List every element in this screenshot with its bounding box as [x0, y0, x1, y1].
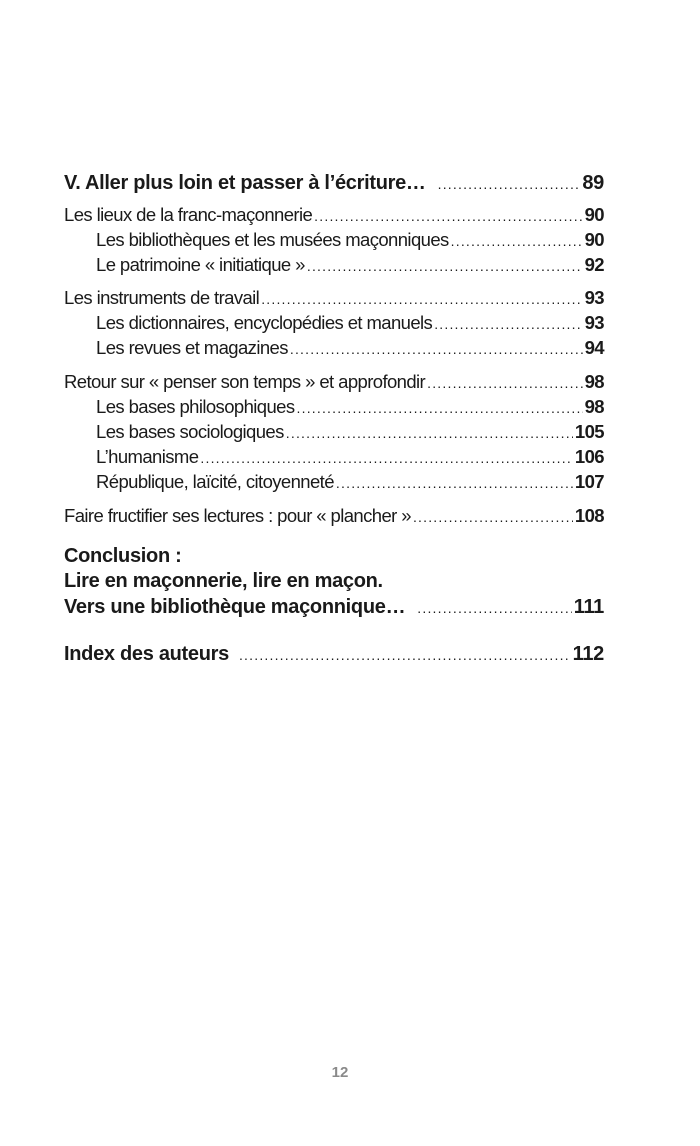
toc-label: République, laïcité, citoyenneté	[96, 471, 335, 492]
leader-dots	[261, 287, 582, 311]
leader-dots	[200, 446, 573, 470]
toc-label: Les bibliothèques et les musées maçonniq…	[96, 229, 449, 250]
toc-conclusion: Vers une bibliothèque maçonnique… 111	[64, 595, 604, 619]
toc-page: 94	[584, 337, 605, 358]
toc-label: Le patrimoine « initiatique »	[96, 254, 305, 275]
leader-dots	[434, 312, 582, 336]
toc-label: Index des auteurs	[64, 643, 229, 665]
toc-subsection: Le patrimoine « initiatique » 92	[96, 253, 605, 278]
toc-section: Faire fructifier ses lectures : pour « p…	[64, 504, 605, 529]
leader-dots	[336, 471, 573, 495]
toc-subsection: Les dictionnaires, encyclopédies et manu…	[96, 311, 605, 336]
conclusion-subtitle: Lire en maçonnerie, lire en maçon.	[64, 570, 383, 592]
toc-subsection: Les bibliothèques et les musées maçonniq…	[96, 228, 605, 253]
leader-dots	[413, 505, 573, 529]
leader-dots	[438, 172, 581, 196]
toc-index: Index des auteurs 112	[64, 642, 604, 666]
toc-subsection: L’humanisme 106	[96, 445, 605, 470]
leader-dots	[451, 229, 583, 253]
toc-section: Les instruments de travail 93	[64, 286, 605, 311]
toc-section: Les lieux de la franc-maçonnerie 90	[64, 203, 605, 228]
toc-page: 111	[573, 596, 605, 618]
toc-label: V. Aller plus loin et passer à l’écritur…	[64, 172, 426, 194]
toc-label: Les dictionnaires, encyclopédies et manu…	[96, 312, 433, 333]
leader-dots	[417, 596, 571, 620]
leader-dots	[239, 643, 571, 667]
toc-page: 92	[584, 254, 605, 275]
toc-page: 105	[574, 421, 605, 442]
toc-page: 98	[584, 396, 605, 417]
leader-dots	[297, 396, 583, 420]
toc-subsection: Les revues et magazines 94	[96, 336, 605, 361]
toc-subsection: Les bases sociologiques 105	[96, 420, 605, 445]
leader-dots	[286, 421, 573, 445]
toc-page: 90	[584, 204, 605, 225]
toc-page: 106	[574, 446, 605, 467]
toc-label: Les lieux de la franc-maçonnerie	[64, 204, 313, 225]
toc-page: 107	[574, 471, 605, 492]
toc-page: 93	[584, 287, 605, 308]
toc-page: 98	[584, 371, 605, 392]
toc-page: 89	[582, 172, 604, 194]
toc-page: 112	[572, 643, 605, 665]
toc-label: Faire fructifier ses lectures : pour « p…	[64, 505, 412, 526]
leader-dots	[314, 204, 582, 228]
toc-page: 93	[584, 312, 605, 333]
toc-label: Retour sur « penser son temps » et appro…	[64, 371, 426, 392]
toc-label: Les instruments de travail	[64, 287, 260, 308]
leader-dots	[427, 371, 582, 395]
toc-section: Retour sur « penser son temps » et appro…	[64, 370, 605, 395]
toc-label: Les bases philosophiques	[96, 396, 295, 417]
toc-page: 90	[584, 229, 605, 250]
toc-chapter: V. Aller plus loin et passer à l’écritur…	[64, 171, 604, 195]
toc-subsection: Les bases philosophiques 98	[96, 395, 605, 420]
toc-label: Les bases sociologiques	[96, 421, 284, 442]
leader-dots	[290, 337, 583, 361]
page-number: 12	[331, 1064, 349, 1081]
toc-subsection: République, laïcité, citoyenneté 107	[96, 470, 605, 495]
leader-dots	[307, 254, 583, 278]
toc-label: Les revues et magazines	[96, 337, 288, 358]
toc-label: L’humanisme	[96, 446, 199, 467]
toc-page: 108	[574, 505, 605, 526]
toc-label: Vers une bibliothèque maçonnique…	[64, 596, 406, 618]
conclusion-title: Conclusion :	[64, 545, 182, 567]
